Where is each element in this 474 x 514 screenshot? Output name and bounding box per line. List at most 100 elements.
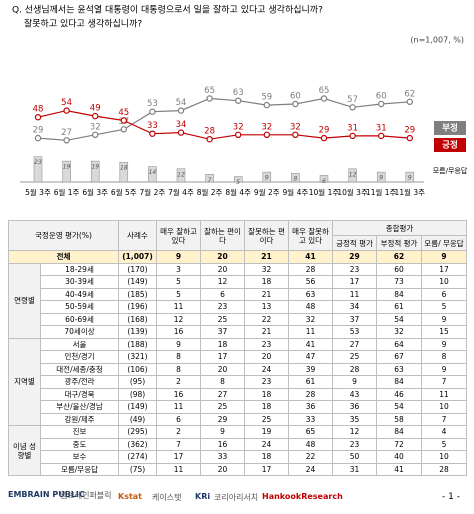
table-cell: 11 [156,300,202,314]
header-cell: 부정적 평가 [376,235,423,251]
table-cell: 58 [376,412,423,426]
table-cell: 28 [288,387,334,401]
row-label: 서울 [39,337,120,351]
data-label: 27 [61,128,72,138]
table-cell: 9 [156,337,202,351]
logo: 코리아리서치 [214,493,259,502]
point [320,134,328,142]
table-cell: (185) [118,287,158,301]
table-cell: 48 [288,437,334,451]
row-label: 60-69세 [39,312,120,326]
table-cell: 41 [288,337,334,351]
table-cell: 24 [244,437,290,451]
table-cell: 37 [200,325,246,339]
table-cell: 47 [288,350,334,364]
table-cell: 54 [376,400,423,414]
question-line: 잘못하고 있다고 생각하십니까? [24,18,142,30]
table-cell: 9 [421,337,468,351]
table-cell: (1,007) [118,250,158,264]
table-cell: (49) [118,412,158,426]
table-cell: 6 [156,412,202,426]
x-tick-label: 6월 5주 [111,187,137,197]
row-label: 40-49세 [39,287,120,301]
point [177,107,185,114]
table-cell: (149) [118,275,158,289]
table-cell: 61 [376,300,423,314]
data-label: 23 [34,159,42,166]
point [206,95,213,102]
table-cell: 36 [332,400,378,414]
x-tick-label: 10월 1주 [309,187,340,197]
point [320,95,328,102]
data-label: 31 [376,123,387,133]
data-label: 32 [90,122,101,132]
table-cell: 28 [421,462,468,476]
data-label: 32 [290,122,301,132]
data-label: 5 [236,179,240,186]
table-cell: 8 [156,362,202,376]
data-label: 63 [233,88,244,98]
chart: Q. 선생님께서는 윤석열 대통령이 대통령으로서 일을 잘하고 있다고 생각하… [12,4,468,198]
data-label: 7 [208,177,212,184]
x-tick-label: 6월 3주 [82,187,108,197]
table-cell: 11 [156,400,202,414]
table-cell: (95) [118,375,158,389]
row-label: 70세이상 [39,325,120,339]
table-cell: 11 [332,287,378,301]
table-cell: 11 [288,325,334,339]
table-cell: (196) [118,300,158,314]
table-cell: 17 [244,462,290,476]
x-tick-label: 7월 4주 [168,187,194,197]
header-cell: 긍정적 평가 [332,235,378,251]
table-cell: 73 [376,275,423,289]
data-label: 65 [204,86,215,96]
legend-label: 긍정 [442,140,458,151]
table-cell: 32 [244,262,290,276]
point [120,126,128,133]
table-cell: 7 [156,437,202,451]
table-cell: 27 [200,387,246,401]
x-tick-label: 9월 2주 [254,187,280,197]
table-cell: 63 [376,362,423,376]
row-label: 30-39세 [39,275,120,289]
data-label: 32 [233,122,244,132]
table-cell: 25 [332,350,378,364]
data-label: 62 [404,89,415,99]
legend-label: 모름/무응답 [433,166,468,175]
table-cell: 32 [376,325,423,339]
table-cell: 9 [421,362,468,376]
table-cell: 50 [332,450,378,464]
table-cell: 12 [156,312,202,326]
group-label: 지역별 [8,337,41,426]
table-cell: 2 [156,425,202,439]
table-cell: 33 [288,412,334,426]
data-label: 28 [204,127,215,137]
header-cell: 매우 잘못하고 있다 [288,220,334,251]
logo: Kstat [118,492,143,501]
footer: EMBRAIN PUBLIC 엠브레인퍼블릭 Kstat 케이스탯 KRi 코리아리서치 H… [0,484,474,512]
bar [205,174,214,183]
table-cell: 20 [200,250,246,264]
bar [62,160,71,183]
table-cell: 61 [288,375,334,389]
row-label: 보수 [39,450,120,464]
table-cell: (295) [118,425,158,439]
table-cell: 65 [288,425,334,439]
table-cell: 54 [376,312,423,326]
point [91,112,99,120]
table-cell: 23 [200,300,246,314]
table-cell: 21 [244,250,290,264]
row-label: 대전/세종/충청 [39,362,120,376]
table-cell: (168) [118,312,158,326]
point [149,130,156,137]
bar [119,161,129,183]
logo: 엠브레인퍼블릭 [60,491,112,500]
table-cell: 18 [244,275,290,289]
group-label: 연령별 [8,262,41,339]
table-cell: 25 [244,412,290,426]
bar [405,171,415,183]
table-cell: 13 [244,300,290,314]
table-cell: 25 [200,400,246,414]
data-label: 53 [147,99,158,109]
table-cell: 39 [288,362,334,376]
